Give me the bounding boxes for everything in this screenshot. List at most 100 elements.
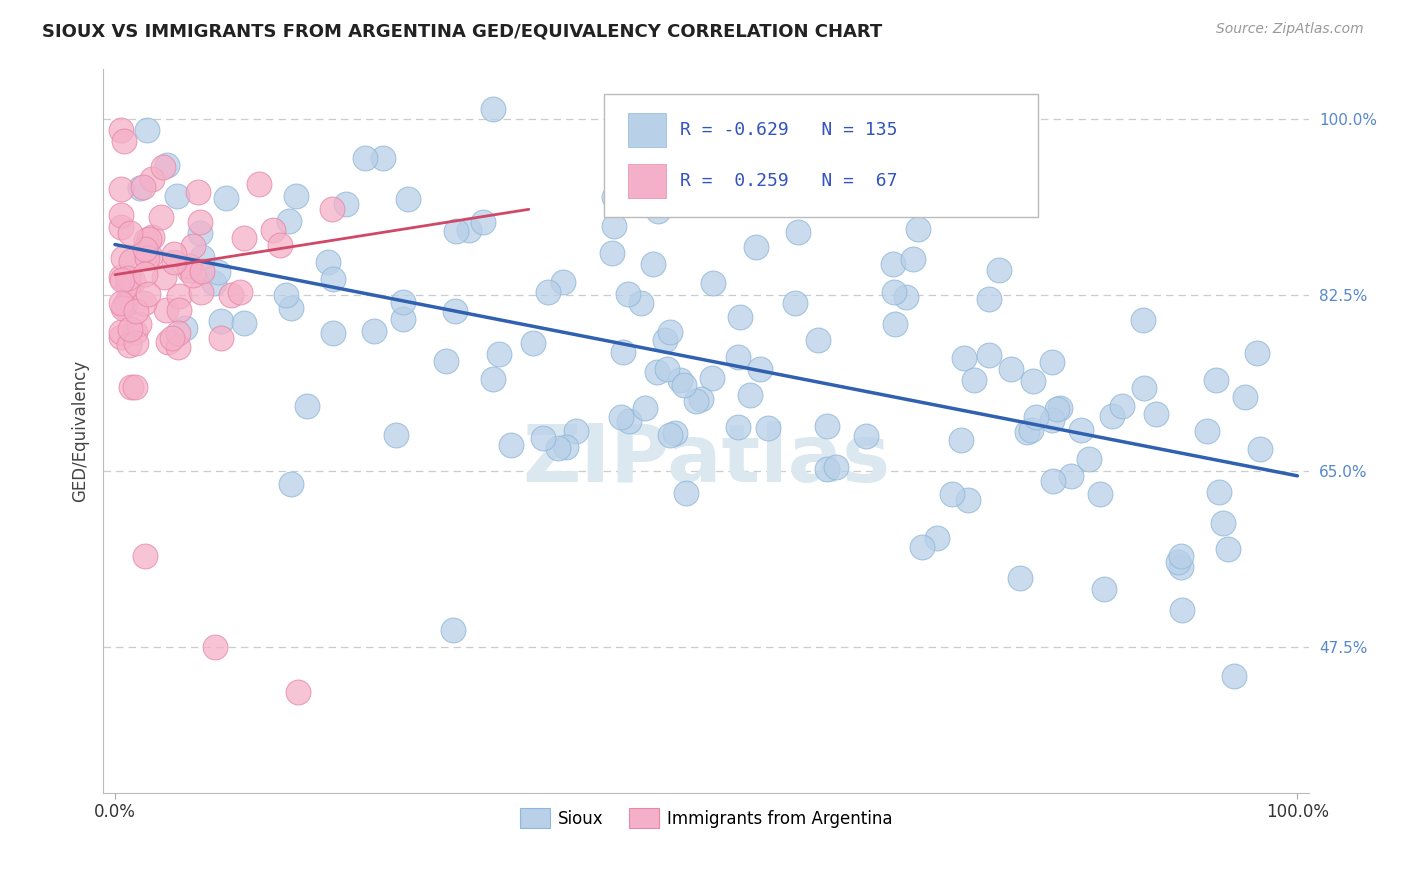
Point [181,239,204,253]
Point [482,372,505,386]
Point [115,296,138,310]
Point [617,413,640,427]
Point [139,249,162,263]
Point [785,296,807,310]
Legend: Sioux, Immigrants from Argentina: Sioux, Immigrants from Argentina [513,801,900,835]
Text: Source: ZipAtlas.com: Source: ZipAtlas.com [1216,22,1364,37]
Point [1111,399,1133,413]
Point [141,229,163,244]
Point [233,230,256,244]
Point [138,232,160,246]
Point [122,274,145,288]
Point [669,373,692,387]
Point [209,331,232,345]
Point [187,185,209,199]
Point [1249,442,1271,456]
Point [110,325,132,339]
Point [1010,571,1032,585]
Point [112,299,135,313]
Point [156,334,179,349]
Point [135,123,157,137]
Point [1019,423,1042,437]
Point [152,161,174,175]
Point [441,623,464,637]
Point [150,210,173,224]
Point [1025,410,1047,425]
Point [155,303,177,318]
Point [132,179,155,194]
Point [202,276,225,290]
Point [977,292,1000,306]
Point [1077,452,1099,467]
Point [894,290,917,304]
Point [1132,313,1154,327]
Point [111,273,134,287]
Point [647,203,669,218]
Point [1218,542,1240,557]
Point [1042,474,1064,488]
Point [738,388,761,402]
Point [1040,413,1063,427]
Point [645,365,668,379]
Point [641,256,664,270]
Point [163,247,186,261]
Point [129,181,152,195]
Point [883,285,905,300]
Point [274,288,297,302]
Point [363,324,385,338]
Point [883,318,905,332]
Point [110,123,132,137]
Point [522,336,544,351]
Point [901,252,924,266]
Text: ZIPatlas: ZIPatlas [522,420,890,499]
Point [1049,401,1071,415]
Point [554,440,576,454]
Point [957,493,980,508]
Point [117,270,139,285]
Point [120,380,142,394]
Point [748,362,770,376]
Point [181,268,204,283]
Point [335,196,357,211]
Point [673,378,696,392]
Point [1171,602,1194,616]
Point [1223,668,1246,682]
Point [702,277,724,291]
Point [166,189,188,203]
Point [219,287,242,301]
Point [117,277,139,292]
Point [179,259,201,273]
Point [167,303,190,318]
Point [609,410,631,425]
Point [280,477,302,491]
Point [1046,401,1069,416]
Y-axis label: GED/Equivalency: GED/Equivalency [72,359,89,501]
Point [110,208,132,222]
Point [654,333,676,347]
Point [634,401,657,415]
Point [655,361,678,376]
Text: R =  0.259   N =  67: R = 0.259 N = 67 [679,172,897,190]
Point [321,202,343,216]
Point [815,461,838,475]
Text: SIOUX VS IMMIGRANTS FROM ARGENTINA GED/EQUIVALENCY CORRELATION CHART: SIOUX VS IMMIGRANTS FROM ARGENTINA GED/E… [42,22,883,40]
Point [124,380,146,394]
Point [1212,516,1234,531]
Point [297,400,319,414]
Point [373,152,395,166]
Point [1070,423,1092,437]
Point [925,531,948,545]
Point [247,177,270,191]
Point [690,392,713,406]
Point [112,134,135,148]
Point [190,264,212,278]
Point [167,288,190,302]
Point [472,214,495,228]
Point [112,301,135,315]
Point [952,351,974,366]
Point [564,424,586,438]
Point [134,549,156,564]
Point [1017,425,1039,440]
Point [488,347,510,361]
Point [136,251,159,265]
